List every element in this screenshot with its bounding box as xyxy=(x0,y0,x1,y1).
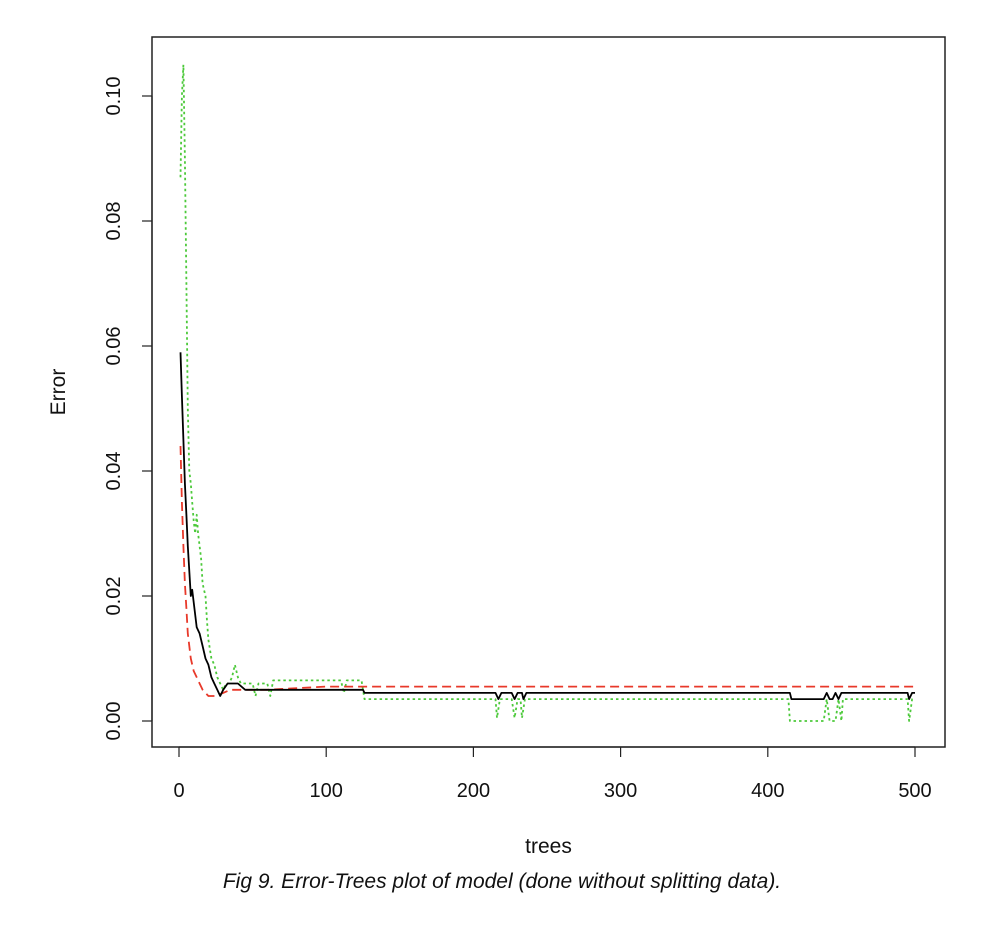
y-axis: 0.00 0.02 0.04 0.06 0.08 0.10 xyxy=(103,77,153,741)
y-tick-label: 0.10 xyxy=(103,77,125,116)
series-line-dashed xyxy=(179,445,915,697)
x-tick-label: 400 xyxy=(751,780,784,802)
series-line-solid xyxy=(179,352,915,700)
error-trees-chart: 0 100 200 300 400 500 0.00 0.02 0.04 0.06 0.08 0.1… xyxy=(47,36,946,858)
x-tick-label: 100 xyxy=(310,780,343,802)
x-tick-label: 200 xyxy=(457,780,490,802)
x-tick-label: 0 xyxy=(173,780,184,802)
series-line-dotted xyxy=(179,63,915,722)
plot-frame xyxy=(151,36,946,748)
x-axis: 0 100 200 300 400 500 xyxy=(173,746,932,802)
x-tick-label: 300 xyxy=(604,780,637,802)
series-layer xyxy=(179,63,915,722)
y-tick-label: 0.02 xyxy=(103,577,125,616)
y-tick-label: 0.04 xyxy=(103,452,125,491)
y-tick-label: 0.06 xyxy=(103,327,125,366)
figure-caption: Fig 9. Error-Trees plot of model (done w… xyxy=(222,870,782,893)
y-axis-title: Error xyxy=(47,369,70,416)
y-tick-label: 0.00 xyxy=(103,702,125,741)
y-tick-label: 0.08 xyxy=(103,202,125,241)
x-tick-label: 500 xyxy=(898,780,931,802)
x-axis-title: trees xyxy=(525,835,572,858)
